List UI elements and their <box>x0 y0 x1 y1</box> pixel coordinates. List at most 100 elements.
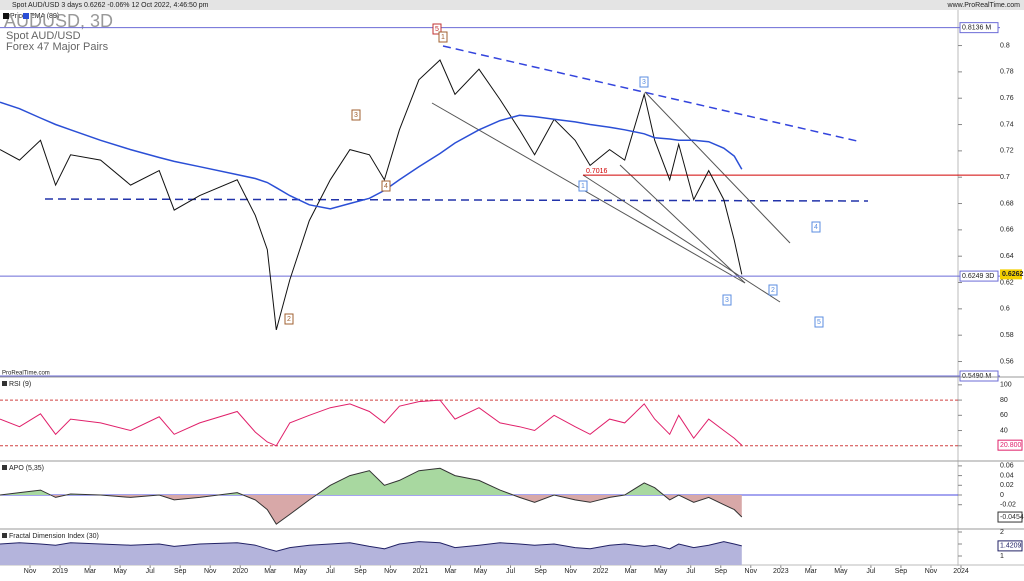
x-tick-label: May <box>474 568 488 575</box>
legend-swatch <box>3 13 9 19</box>
last-value: 1.4209 <box>1000 543 1022 550</box>
panel-title: APO (5,35) <box>9 465 44 472</box>
x-tick-label: Mar <box>625 568 638 575</box>
level-label: 0.8136 M <box>962 24 991 31</box>
indicator-line <box>0 467 743 525</box>
panel-title: Fractal Dimension Index (30) <box>9 533 99 540</box>
level-label: 0.5490 M <box>962 373 991 380</box>
wave-label: 3 <box>354 112 358 119</box>
last-price: 0.6262 <box>1002 271 1024 278</box>
y-tick-label: 0.66 <box>1000 227 1014 234</box>
x-tick-label: 2021 <box>413 568 429 575</box>
x-tick-label: Jul <box>326 568 335 575</box>
legend-entry: Price <box>10 13 26 20</box>
x-tick-label: 2020 <box>232 568 248 575</box>
legend-swatch <box>23 13 29 19</box>
y-tick-label: 60 <box>1000 412 1008 419</box>
y-tick-label: 0.7 <box>1000 174 1010 181</box>
y-tick-label: 2 <box>1000 529 1004 536</box>
price-line <box>0 59 743 331</box>
top-bar <box>0 0 1024 10</box>
last-value: -0.0454 <box>1000 514 1024 521</box>
last-value-box <box>997 540 1023 552</box>
panel-icon <box>2 381 7 386</box>
x-tick-label: 2022 <box>593 568 609 575</box>
x-tick-label: Jul <box>146 568 155 575</box>
area-fill <box>0 541 742 565</box>
x-tick-label: Nov <box>745 568 758 575</box>
x-tick-label: 2023 <box>773 568 789 575</box>
legend-entry: EMA (89) <box>30 13 59 20</box>
x-tick-label: Mar <box>264 568 277 575</box>
x-tick-label: May <box>834 568 848 575</box>
indicator-line <box>0 541 742 552</box>
x-tick-label: Sep <box>895 568 908 575</box>
indicator-line <box>0 399 743 447</box>
level-box <box>959 370 999 382</box>
header-title: Spot AUD/USD 3 days 0.6262 -0.06% 12 Oct… <box>12 2 209 9</box>
wave-label: 2 <box>771 287 775 294</box>
wave-label: 3 <box>725 297 729 304</box>
y-tick-label: 80 <box>1000 397 1008 404</box>
y-tick-label: 0.72 <box>1000 148 1014 155</box>
wave-box <box>722 294 732 306</box>
wave-label: 5 <box>817 319 821 326</box>
price-line <box>0 101 743 210</box>
trend-lines <box>44 45 869 303</box>
x-tick-label: May <box>654 568 668 575</box>
wave-box <box>811 221 821 233</box>
y-tick-label: 40 <box>1000 427 1008 434</box>
wave-box <box>639 76 649 88</box>
wave-box <box>814 316 824 328</box>
y-tick-label: 0.68 <box>1000 200 1014 207</box>
level-box <box>959 22 999 34</box>
wave-label: 4 <box>384 183 388 190</box>
x-tick-label: 2024 <box>953 568 969 575</box>
wave-box <box>578 180 588 192</box>
x-tick-label: Mar <box>444 568 457 575</box>
price-axis-bg <box>958 10 1024 576</box>
x-tick-label: Nov <box>925 568 938 575</box>
x-tick-label: Jul <box>866 568 875 575</box>
y-tick-label: 0.78 <box>1000 69 1014 76</box>
x-tick-label: May <box>114 568 128 575</box>
x-tick-label: 2019 <box>52 568 68 575</box>
y-tick-label: 0.56 <box>1000 358 1014 365</box>
panel-icon <box>2 533 7 538</box>
y-tick-label: 0.06 <box>1000 463 1014 470</box>
wave-label: 4 <box>814 224 818 231</box>
y-tick-label: 0.8 <box>1000 42 1010 49</box>
x-tick-label: Sep <box>354 568 367 575</box>
x-tick-label: Sep <box>715 568 728 575</box>
y-tick-label: 1 <box>1000 553 1004 560</box>
wave-label: 5 <box>435 26 439 33</box>
x-tick-label: Mar <box>805 568 818 575</box>
wave-box <box>351 109 361 121</box>
wave-label: 1 <box>581 183 585 190</box>
y-tick-label: 0.04 <box>1000 472 1014 479</box>
level-label: 0.6249 3D <box>962 273 994 280</box>
last-price-box <box>1000 269 1022 280</box>
y-tick-label: 100 <box>1000 382 1012 389</box>
area-above <box>0 468 742 495</box>
wave-box <box>284 313 294 325</box>
last-value-box <box>997 439 1023 451</box>
y-tick-label: 0.6 <box>1000 306 1010 313</box>
y-tick-label: 0 <box>1000 492 1004 499</box>
last-value: 20.800 <box>1000 442 1022 449</box>
subtitle: Spot AUD/USD <box>6 30 81 42</box>
y-tick-label: 0.74 <box>1000 121 1014 128</box>
wave-label: 2 <box>287 316 291 323</box>
level-label: 0.7016 <box>586 168 608 175</box>
wave-box <box>438 31 448 43</box>
x-tick-label: Sep <box>174 568 187 575</box>
y-tick-label: 0.64 <box>1000 253 1014 260</box>
y-tick-label: 0.76 <box>1000 95 1014 102</box>
site: www.ProRealTime.com <box>947 2 1021 9</box>
x-tick-label: Sep <box>534 568 547 575</box>
panel-icon <box>2 465 7 470</box>
wave-label: 3 <box>642 79 646 86</box>
wave-box <box>768 284 778 296</box>
x-tick-label: May <box>294 568 308 575</box>
